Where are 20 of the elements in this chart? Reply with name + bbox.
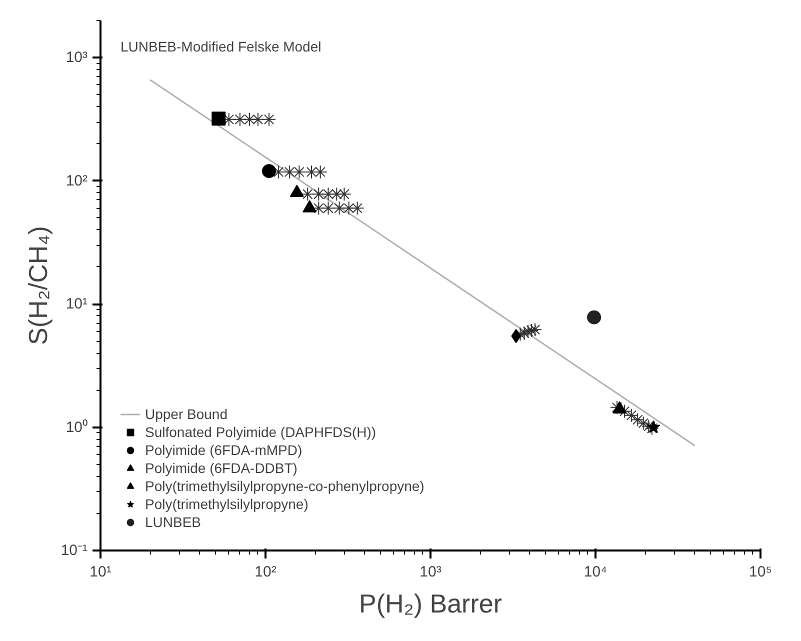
x-tick-label: 10⁴ bbox=[584, 564, 608, 580]
y-tick-label: 10³ bbox=[66, 49, 88, 66]
x-tick-label: 10¹ bbox=[90, 564, 112, 580]
x-tick-label: 10⁵ bbox=[749, 564, 772, 580]
legend-label: Poly(trimethylsilylpropyne-co-phenylpropyne) bbox=[145, 478, 424, 494]
x-tick-label: 10³ bbox=[420, 564, 442, 580]
legend-label: Polyimide (6FDA-mMPD) bbox=[145, 442, 302, 458]
legend-label: Polyimide (6FDA-DDBT) bbox=[145, 460, 298, 476]
legend-label: Upper Bound bbox=[145, 406, 228, 422]
text: LUNBEB-Modified Felske Model bbox=[120, 38, 322, 54]
legend-label: LUNBEB bbox=[145, 514, 202, 530]
y-tick-label: 10¹ bbox=[66, 296, 88, 313]
y-tick-label: 10⁻¹ bbox=[60, 542, 88, 559]
y-axis-title: S(H₂/CH₄) bbox=[22, 226, 53, 345]
legend-label: Sulfonated Polyimide (DAPHFDS(H)) bbox=[145, 424, 376, 440]
x-axis-title: P(H₂) Barrer bbox=[359, 588, 502, 618]
y-tick-label: 10⁰ bbox=[66, 418, 88, 436]
x-tick-label: 10² bbox=[254, 564, 276, 580]
legend-label: Poly(trimethylsilylpropyne) bbox=[145, 496, 308, 512]
y-tick-label: 10² bbox=[66, 172, 88, 190]
